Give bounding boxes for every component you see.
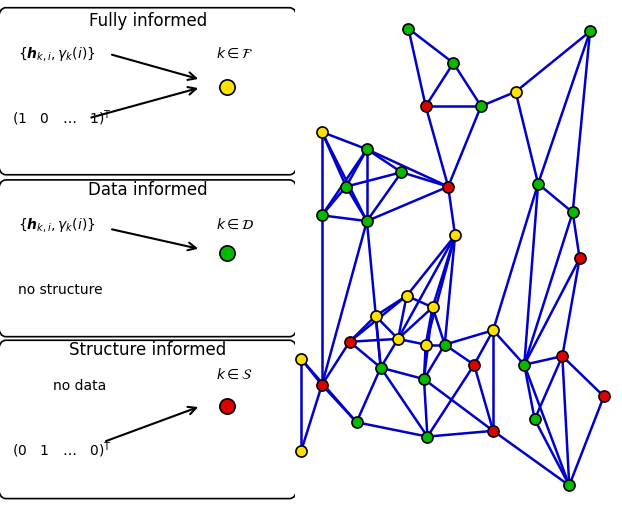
Text: $(0 \quad 1 \quad \ldots \quad 0)^{\mathrm{T}}$: $(0 \quad 1 \quad \ldots \quad 0)^{\math… (12, 440, 111, 460)
Text: no data: no data (53, 378, 106, 393)
FancyBboxPatch shape (0, 180, 297, 337)
Text: $\{\boldsymbol{h}_{k,i},\gamma_k(i)\}$: $\{\boldsymbol{h}_{k,i},\gamma_k(i)\}$ (17, 45, 95, 63)
Text: no structure: no structure (17, 283, 103, 298)
Text: Data informed: Data informed (88, 181, 208, 199)
Text: $k \in \mathcal{D}$: $k \in \mathcal{D}$ (216, 217, 254, 232)
Text: $k \in \mathcal{S}$: $k \in \mathcal{S}$ (216, 368, 253, 382)
Text: Fully informed: Fully informed (88, 12, 207, 30)
Text: $(1 \quad 0 \quad \ldots \quad 1)^{\mathrm{T}}$: $(1 \quad 0 \quad \ldots \quad 1)^{\math… (12, 108, 111, 128)
FancyBboxPatch shape (0, 8, 297, 175)
Text: Structure informed: Structure informed (69, 341, 226, 359)
Text: $k \in \mathcal{F}$: $k \in \mathcal{F}$ (216, 47, 253, 61)
Text: $\{\boldsymbol{h}_{k,i},\gamma_k(i)\}$: $\{\boldsymbol{h}_{k,i},\gamma_k(i)\}$ (17, 215, 95, 234)
FancyBboxPatch shape (0, 340, 297, 499)
